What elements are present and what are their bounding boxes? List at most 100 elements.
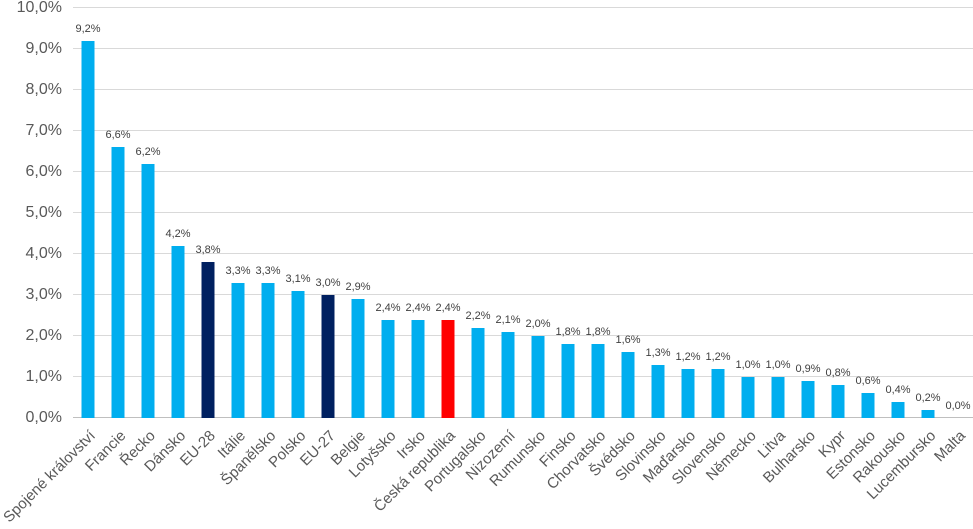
bar — [771, 377, 785, 418]
category-cell: 3,3% Itálie — [215, 8, 253, 462]
category-cell: 6,6% Francie — [82, 8, 133, 475]
bar-value-label: 2,1% — [495, 313, 521, 326]
bar-value-label: 3,8% — [195, 244, 221, 257]
bar-value-label: 6,6% — [105, 129, 131, 142]
bar-value-label: 6,2% — [135, 145, 161, 158]
category-cell: 1,0% Německo — [702, 8, 763, 485]
bar-value-label: 1,2% — [705, 350, 731, 363]
y-axis-label: 8,0% — [25, 81, 62, 98]
category-cell: 2,4% Irsko — [394, 8, 433, 462]
y-axis-label: 4,0% — [25, 245, 62, 262]
y-axis: 0,0% 1,0% 2,0% 3,0% 4,0% 5,0% 6,0% 7,0% 8,0% 9,0%… — [0, 0, 62, 426]
category-cell: 0,4% Rakousko — [850, 8, 913, 486]
category-cell: 2,2% Portugalsko — [421, 8, 493, 495]
category-cell: 1,3% Slovinsko — [612, 8, 673, 485]
bar-value-label: 0,9% — [795, 363, 821, 376]
category-cell: 1,2% Maďarsko — [640, 8, 703, 486]
y-axis-label: 7,0% — [25, 122, 62, 139]
bar-value-label: 2,4% — [375, 301, 401, 314]
bar — [441, 319, 455, 418]
plot-area: 9,2% Spojené království 6,6% Francie 6,2% Řec… — [1, 7, 973, 526]
bar-value-label: 1,3% — [645, 346, 671, 359]
bar — [111, 147, 125, 418]
bar-value-label: 1,8% — [585, 326, 611, 339]
bar — [81, 40, 95, 418]
category-cell: 1,8% Chorvatsko — [544, 8, 613, 493]
category-cell: 3,0% EU-27 — [297, 8, 343, 470]
bar — [231, 282, 245, 418]
gridline — [73, 7, 973, 8]
category-cell: 2,1% Nizozemí — [463, 8, 523, 483]
bar — [201, 262, 215, 418]
category-cell: 3,3% Španělsko — [218, 8, 283, 489]
category-cell: 0,9% Bulharsko — [760, 8, 823, 487]
bar-value-label: 2,0% — [525, 318, 551, 330]
bar — [321, 295, 335, 418]
bar — [141, 163, 155, 418]
bar — [171, 245, 185, 418]
bar-value-label: 2,4% — [405, 301, 431, 314]
gridline — [73, 376, 973, 377]
y-axis-label: 5,0% — [25, 204, 62, 221]
category-cell: 2,0% Rumunsko — [487, 8, 553, 491]
bar — [621, 352, 635, 418]
bar — [651, 364, 665, 418]
bar — [531, 336, 545, 418]
bar-value-label: 2,4% — [435, 301, 461, 314]
gridline — [73, 171, 973, 172]
bar-value-label: 4,2% — [165, 227, 191, 240]
category-cell: 2,4% Česká republika — [371, 8, 463, 515]
bar — [381, 319, 395, 418]
category-cell: 9,2% Spojené království — [1, 8, 103, 526]
bar-series: 9,2% Spojené království 6,6% Francie 6,2% Řec… — [1, 8, 973, 526]
bar — [561, 344, 575, 418]
category-cell: 4,2% Dánsko — [141, 8, 193, 475]
bar — [351, 299, 365, 418]
bar — [831, 385, 845, 418]
gridline — [73, 294, 973, 295]
category-cell: 0,8% Kypr — [815, 8, 853, 461]
bar — [711, 368, 725, 418]
bar-value-label: 1,8% — [555, 326, 581, 339]
bar-value-label: 1,2% — [675, 350, 701, 363]
bar — [591, 344, 605, 418]
category-cell: 0,2% Lucembursko — [864, 8, 943, 503]
y-axis-label: 1,0% — [25, 368, 62, 385]
bar-value-label: 3,0% — [315, 277, 341, 289]
bar — [921, 409, 935, 418]
category-cell: 3,8% EU-28 — [177, 8, 223, 470]
gridline — [73, 253, 973, 254]
bar — [471, 327, 485, 418]
category-cell: 1,0% Litva — [755, 8, 793, 462]
gridline — [73, 89, 973, 90]
bar-value-label: 3,3% — [225, 264, 251, 277]
bar-value-label: 0,0% — [945, 400, 971, 412]
x-axis-line — [73, 417, 973, 418]
bar-value-label: 3,1% — [285, 272, 311, 285]
bar-value-label: 9,2% — [75, 22, 101, 35]
bar-value-label: 2,2% — [465, 309, 491, 322]
y-axis-label: 2,0% — [25, 327, 62, 344]
bar — [261, 282, 275, 418]
y-axis-label: 10,0% — [16, 0, 62, 16]
category-cell: 1,2% Slovensko — [668, 8, 733, 488]
bar — [801, 381, 815, 418]
bar-value-label: 1,0% — [735, 359, 761, 371]
bar-value-label: 3,3% — [255, 264, 281, 277]
bar-value-label: 0,6% — [855, 375, 881, 388]
bar-value-label: 0,8% — [825, 367, 851, 380]
y-axis-label: 3,0% — [25, 286, 62, 303]
y-axis-label: 6,0% — [25, 163, 62, 180]
category-cell: 1,6% Švédsko — [587, 8, 643, 480]
gridline — [73, 130, 973, 131]
category-cell: 0,6% Estonsko — [824, 8, 883, 483]
y-axis-label: 0,0% — [25, 409, 62, 426]
bar-value-label: 1,0% — [765, 359, 791, 371]
category-cell: 2,9% Belgie — [328, 8, 373, 469]
category-cell: 6,2% Řecko — [117, 8, 163, 469]
y-axis-label: 9,0% — [25, 40, 62, 57]
category-cell: 1,8% Finsko — [536, 8, 583, 471]
gridline — [73, 335, 973, 336]
bar — [291, 290, 305, 418]
